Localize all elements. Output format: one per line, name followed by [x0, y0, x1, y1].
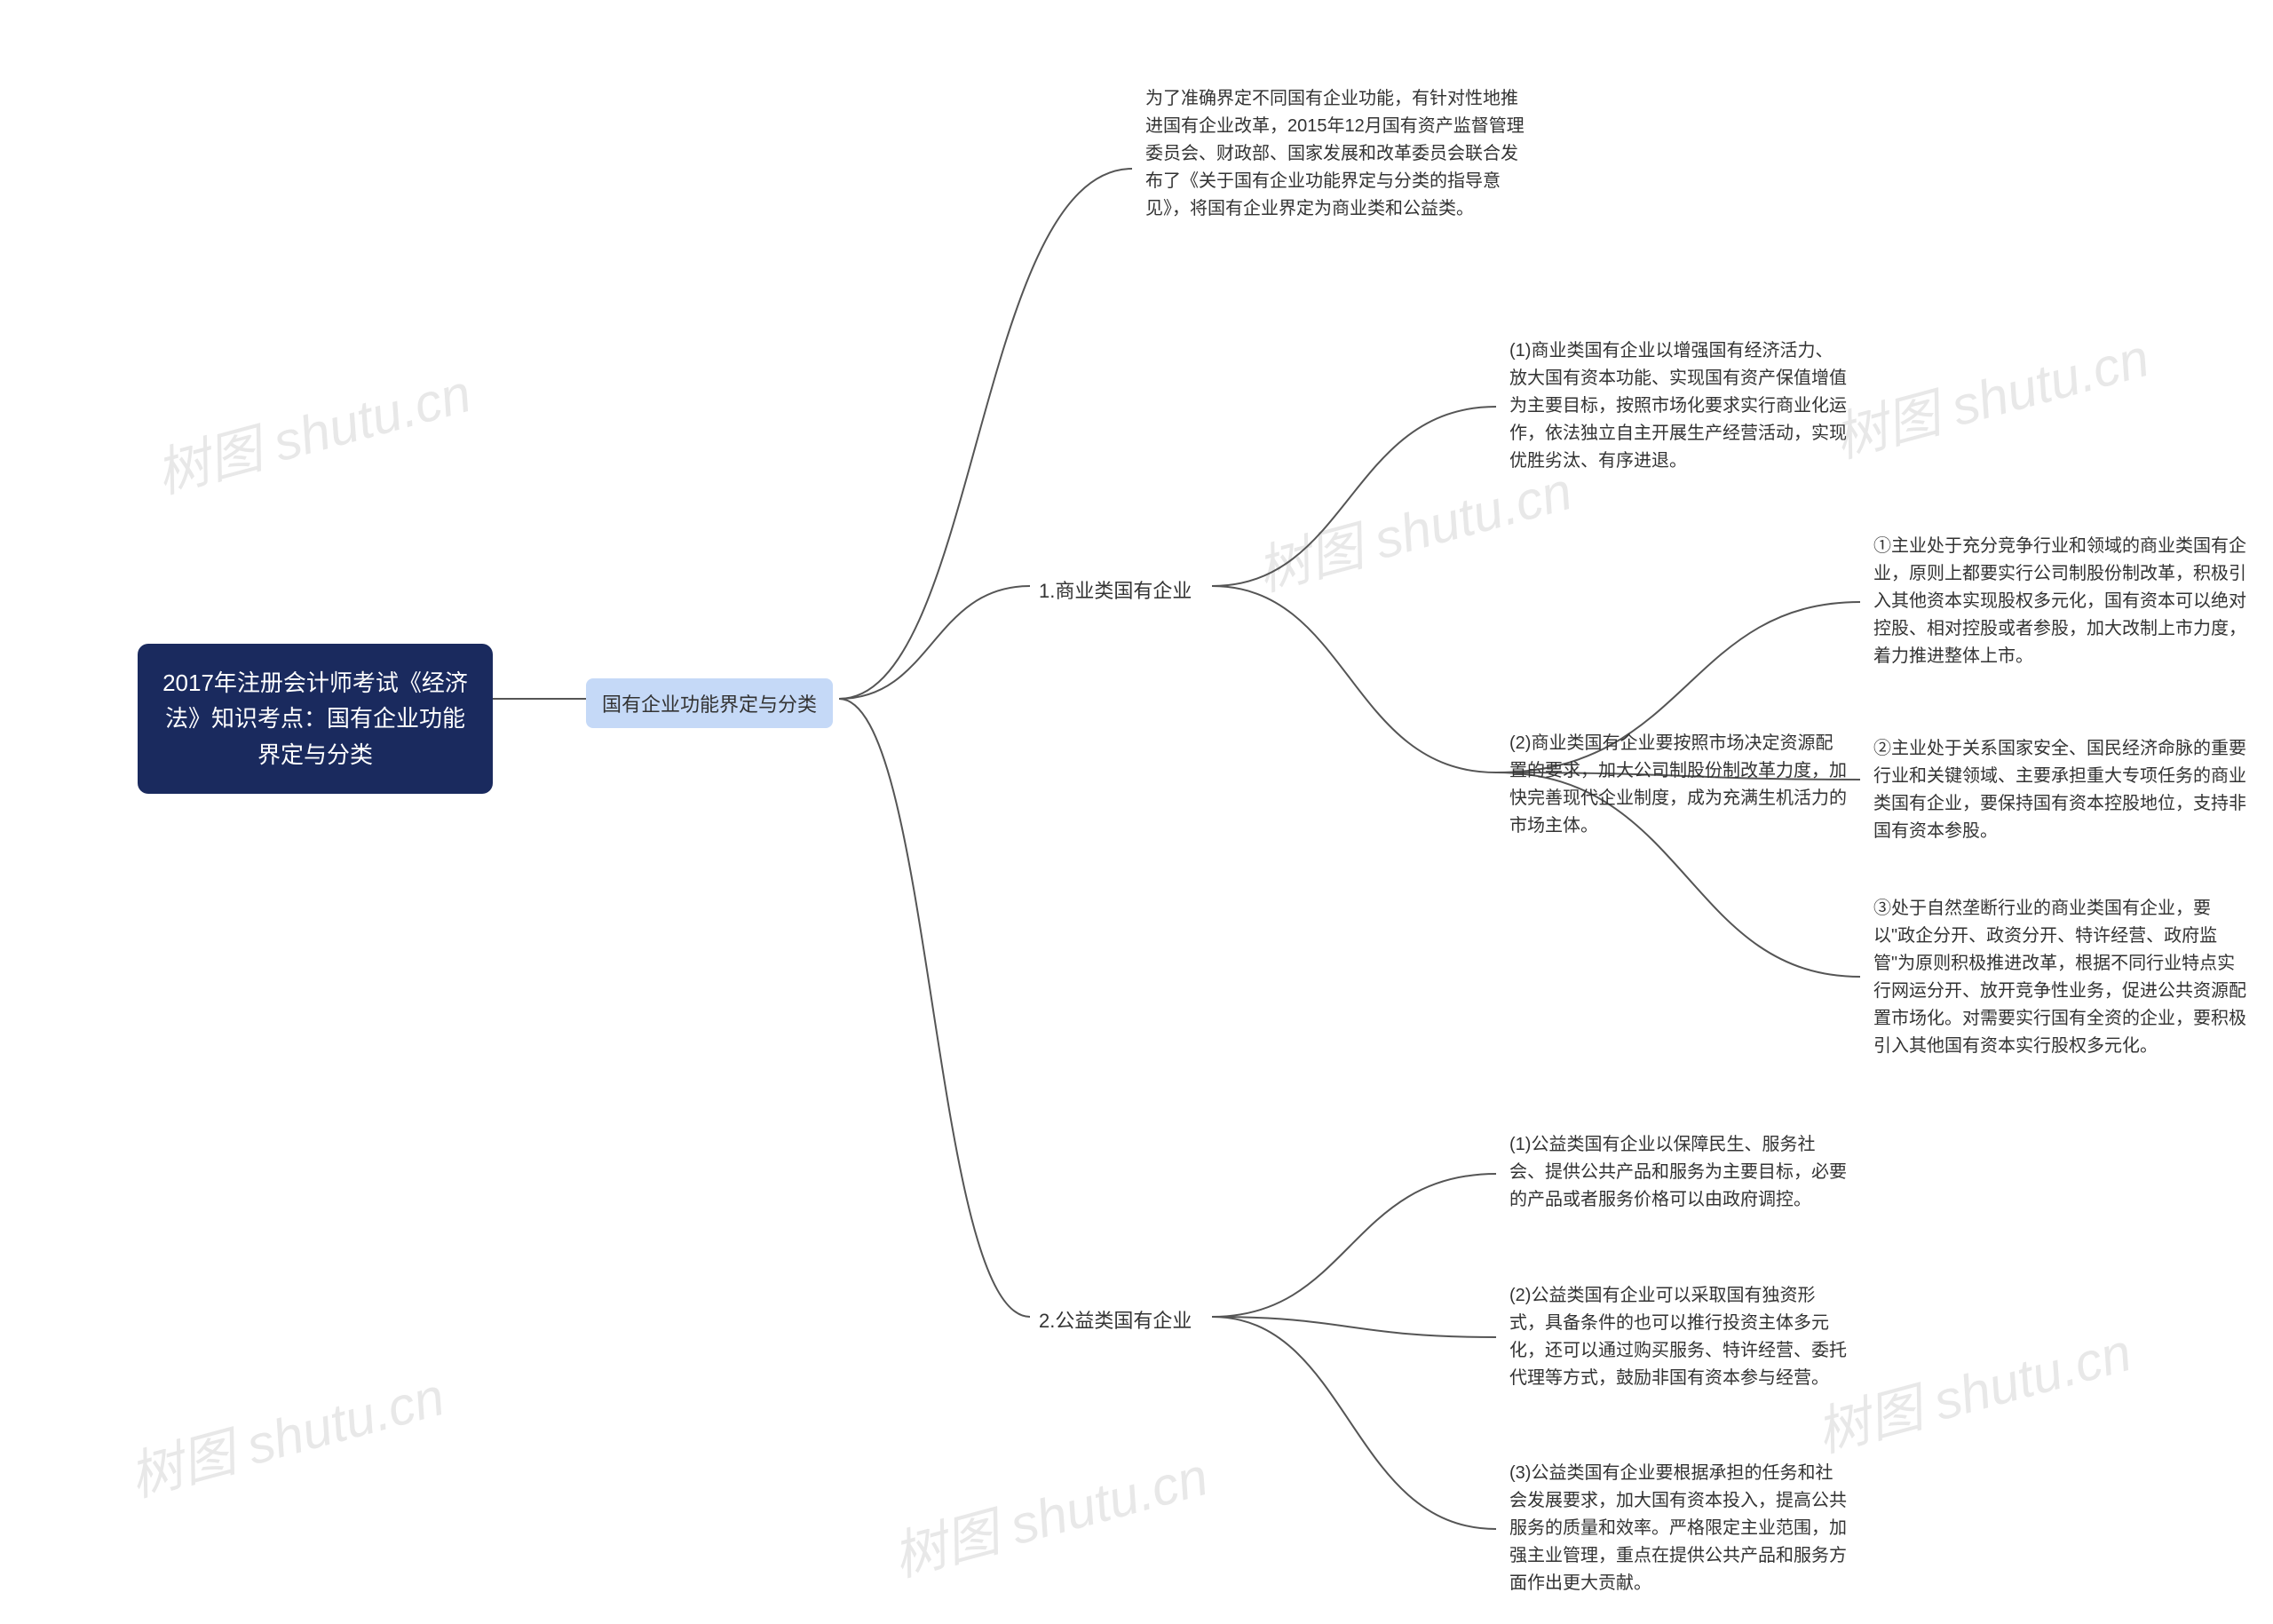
leaf-p2: (2)公益类国有企业可以采取国有独资形式，具备条件的也可以推行投资主体多元化，还…: [1509, 1282, 1847, 1392]
leaf-p3: (3)公益类国有企业要根据承担的任务和社会发展要求，加大国有资本投入，提高公共服…: [1509, 1460, 1847, 1597]
sub-node-classification: 国有企业功能界定与分类: [586, 678, 833, 728]
leaf-c2b: ②主业处于关系国家安全、国民经济命脉的重要行业和关键领域、主要承担重大专项任务的…: [1873, 735, 2246, 845]
leaf-c2c: ③处于自然垄断行业的商业类国有企业，要以"政企分开、政资分开、特许经营、政府监管…: [1873, 895, 2246, 1060]
leaf-c1: (1)商业类国有企业以增强国有经济活力、放大国有资本功能、实现国有资产保值增值为…: [1509, 337, 1847, 475]
root-node: 2017年注册会计师考试《经济法》知识考点：国有企业功能界定与分类: [138, 644, 493, 794]
watermark: 树图 shutu.cn: [883, 1433, 1216, 1591]
leaf-p1: (1)公益类国有企业以保障民生、服务社会、提供公共产品和服务为主要目标，必要的产…: [1509, 1131, 1847, 1214]
watermark: 树图 shutu.cn: [1825, 314, 2157, 472]
leaf-c2a: ①主业处于充分竞争行业和领域的商业类国有企业，原则上都要实行公司制股份制改革，积…: [1873, 533, 2246, 670]
leaf-intro: 为了准确界定不同国有企业功能，有针对性地推进国有企业改革，2015年12月国有资…: [1145, 85, 1527, 223]
watermark: 树图 shutu.cn: [147, 350, 479, 508]
watermark: 树图 shutu.cn: [1807, 1309, 2139, 1467]
leaf-c2: (2)商业类国有企业要按照市场决定资源配置的要求，加大公司制股份制改革力度，加快…: [1509, 730, 1847, 840]
branch-public: 2.公益类国有企业: [1039, 1305, 1192, 1334]
watermark: 树图 shutu.cn: [120, 1353, 452, 1511]
branch-commercial: 1.商业类国有企业: [1039, 575, 1192, 604]
